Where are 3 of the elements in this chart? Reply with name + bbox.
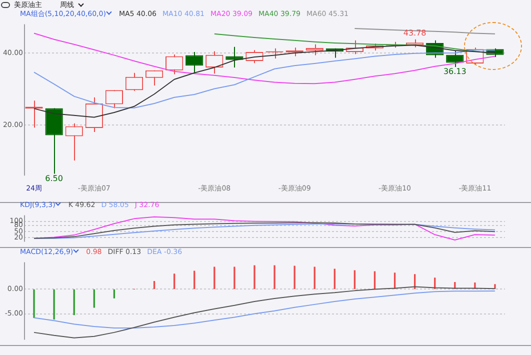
annotation: 43.78 — [403, 28, 426, 38]
annotation: 36.13 — [443, 67, 466, 76]
annotation: 6.50 — [45, 174, 63, 183]
